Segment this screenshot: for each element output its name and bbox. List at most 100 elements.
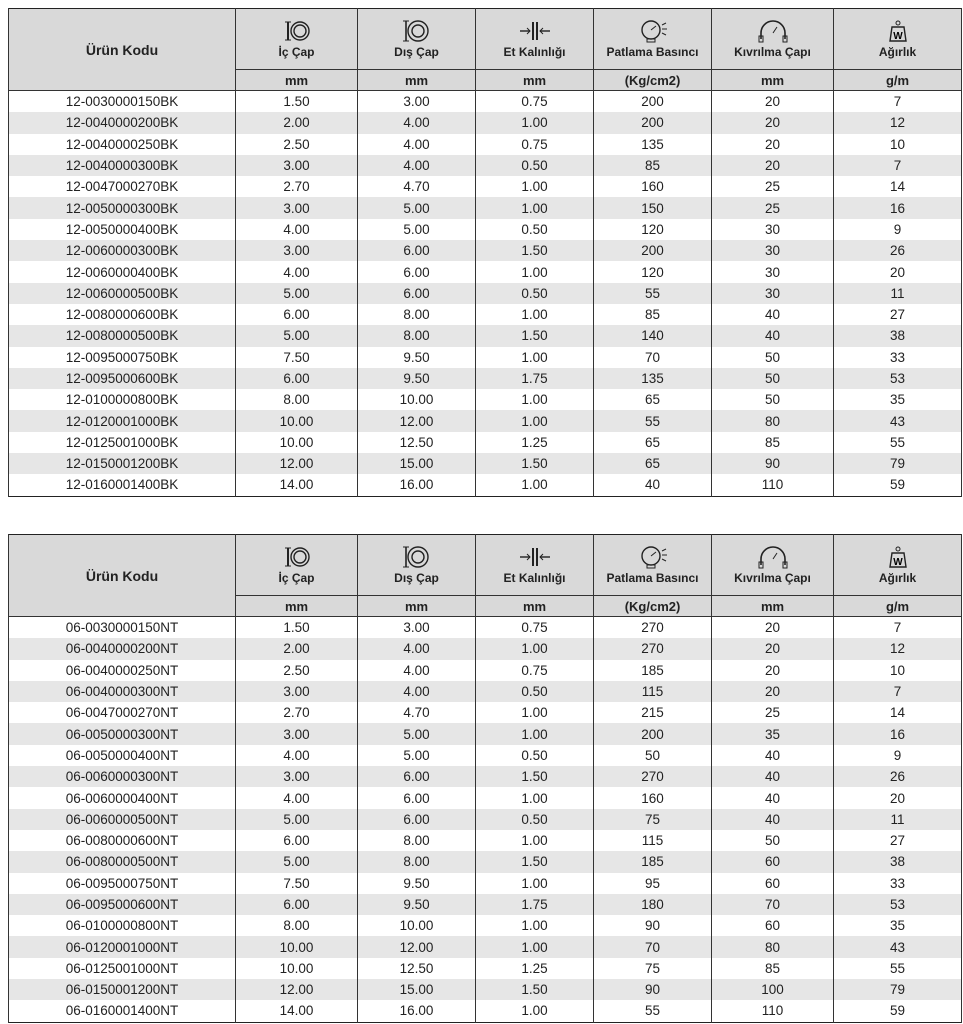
cell-product-code: 06-0040000250NT — [8, 659, 236, 681]
cell-outer-diameter: 8.00 — [357, 851, 476, 873]
cell-bend-radius: 25 — [711, 197, 834, 219]
cell-bend-radius: 35 — [711, 723, 834, 745]
table-row: 12-0050000400BK 4.00 5.00 0.50 120 30 9 — [8, 218, 962, 241]
cell-wall-thickness: 0.50 — [475, 218, 594, 241]
table-row: 12-0095000750BK 7.50 9.50 1.00 70 50 33 — [8, 346, 962, 368]
cell-product-code: 06-0100000800NT — [8, 915, 236, 937]
cell-outer-diameter: 8.00 — [357, 829, 476, 852]
cell-bend-radius: 20 — [711, 616, 834, 639]
cell-bend-radius: 40 — [711, 744, 834, 767]
cell-wall-thickness: 1.25 — [475, 431, 594, 454]
cell-product-code: 06-0120001000NT — [8, 936, 236, 958]
header-outer-diameter: Dış Çap — [357, 8, 476, 70]
unit-wall-thickness: mm — [475, 595, 594, 617]
table-row: 06-0030000150NT 1.50 3.00 0.75 270 20 7 — [8, 616, 962, 639]
table-row: 06-0080000600NT 6.00 8.00 1.00 115 50 27 — [8, 829, 962, 852]
table-row: 06-0150001200NT 12.00 15.00 1.50 90 100 79 — [8, 979, 962, 1001]
unit-inner-diameter: mm — [235, 595, 358, 617]
table-row: 12-0040000250BK 2.50 4.00 0.75 135 20 10 — [8, 133, 962, 155]
cell-bend-radius: 25 — [711, 176, 834, 198]
cell-inner-diameter: 10.00 — [235, 431, 358, 454]
cell-product-code: 06-0080000500NT — [8, 851, 236, 873]
cell-burst-pressure: 200 — [593, 240, 712, 262]
cell-bend-radius: 20 — [711, 90, 834, 113]
product-table-bk: Ürün Kodu İç Çap Dış Çap Et Kalınlığı Pa… — [8, 8, 962, 497]
header-label: İç Çap — [278, 571, 315, 585]
header-wall-thickness: Et Kalınlığı — [475, 8, 594, 70]
header-label: İç Çap — [278, 45, 315, 59]
cell-outer-diameter: 9.50 — [357, 346, 476, 368]
table-row: 12-0125001000BK 10.00 12.50 1.25 65 85 55 — [8, 431, 962, 454]
cell-product-code: 06-0047000270NT — [8, 702, 236, 724]
cell-bend-radius: 20 — [711, 133, 834, 155]
cell-outer-diameter: 9.50 — [357, 893, 476, 916]
cell-weight: 20 — [833, 261, 962, 283]
cell-weight: 35 — [833, 389, 962, 411]
cell-bend-radius: 110 — [711, 474, 834, 497]
cell-outer-diameter: 12.50 — [357, 431, 476, 454]
cell-outer-diameter: 5.00 — [357, 218, 476, 241]
svg-text:W: W — [893, 557, 903, 568]
cell-burst-pressure: 200 — [593, 90, 712, 113]
cell-wall-thickness: 1.00 — [475, 915, 594, 937]
cell-inner-diameter: 10.00 — [235, 410, 358, 432]
table-row: 06-0060000500NT 5.00 6.00 0.50 75 40 11 — [8, 808, 962, 830]
table-row: 12-0080000600BK 6.00 8.00 1.00 85 40 27 — [8, 303, 962, 326]
cell-wall-thickness: 0.50 — [475, 744, 594, 767]
cell-weight: 33 — [833, 346, 962, 368]
table-row: 06-0040000300NT 3.00 4.00 0.50 115 20 7 — [8, 680, 962, 703]
cell-wall-thickness: 0.50 — [475, 282, 594, 304]
outer-diameter-icon — [358, 19, 475, 43]
wall-thickness-icon — [476, 545, 593, 569]
cell-bend-radius: 40 — [711, 325, 834, 347]
cell-product-code: 12-0120001000BK — [8, 410, 236, 432]
table-row: 06-0060000300NT 3.00 6.00 1.50 270 40 26 — [8, 766, 962, 788]
header-burst-pressure: Patlama Basıncı — [593, 534, 712, 596]
cell-weight: 14 — [833, 176, 962, 198]
table-row: 06-0047000270NT 2.70 4.70 1.00 215 25 14 — [8, 702, 962, 724]
cell-product-code: 12-0095000600BK — [8, 367, 236, 390]
table-row: 06-0040000200NT 2.00 4.00 1.00 270 20 12 — [8, 638, 962, 660]
cell-product-code: 12-0080000600BK — [8, 303, 236, 326]
unit-outer-diameter: mm — [357, 69, 476, 91]
cell-weight: 27 — [833, 303, 962, 326]
cell-wall-thickness: 1.00 — [475, 474, 594, 497]
weight-icon: W — [834, 545, 961, 569]
cell-weight: 38 — [833, 325, 962, 347]
table-row: 06-0040000250NT 2.50 4.00 0.75 185 20 10 — [8, 659, 962, 681]
cell-bend-radius: 30 — [711, 240, 834, 262]
header-burst-pressure: Patlama Basıncı — [593, 8, 712, 70]
cell-bend-radius: 50 — [711, 829, 834, 852]
product-table-nt: Ürün Kodu İç Çap Dış Çap Et Kalınlığı Pa… — [8, 534, 962, 1023]
cell-inner-diameter: 2.70 — [235, 176, 358, 198]
cell-wall-thickness: 1.75 — [475, 367, 594, 390]
cell-burst-pressure: 85 — [593, 303, 712, 326]
table-row: 12-0030000150BK 1.50 3.00 0.75 200 20 7 — [8, 90, 962, 113]
cell-bend-radius: 20 — [711, 659, 834, 681]
cell-product-code: 06-0060000400NT — [8, 787, 236, 809]
cell-burst-pressure: 160 — [593, 787, 712, 809]
cell-outer-diameter: 15.00 — [357, 453, 476, 475]
cell-burst-pressure: 75 — [593, 957, 712, 980]
cell-weight: 14 — [833, 702, 962, 724]
cell-product-code: 06-0080000600NT — [8, 829, 236, 852]
header-label: Kıvrılma Çapı — [734, 571, 811, 585]
cell-bend-radius: 100 — [711, 979, 834, 1001]
cell-wall-thickness: 1.00 — [475, 638, 594, 660]
unit-weight: g/m — [833, 595, 962, 617]
cell-bend-radius: 50 — [711, 389, 834, 411]
cell-burst-pressure: 55 — [593, 410, 712, 432]
wall-thickness-icon — [476, 19, 593, 43]
header-inner-diameter: İç Çap — [235, 8, 358, 70]
cell-outer-diameter: 15.00 — [357, 979, 476, 1001]
cell-bend-radius: 90 — [711, 453, 834, 475]
cell-burst-pressure: 140 — [593, 325, 712, 347]
cell-inner-diameter: 1.50 — [235, 616, 358, 639]
cell-outer-diameter: 4.70 — [357, 702, 476, 724]
cell-outer-diameter: 3.00 — [357, 616, 476, 639]
cell-weight: 79 — [833, 979, 962, 1001]
header-label: Patlama Basıncı — [606, 45, 699, 59]
cell-burst-pressure: 75 — [593, 808, 712, 830]
cell-bend-radius: 30 — [711, 218, 834, 241]
unit-inner-diameter: mm — [235, 69, 358, 91]
